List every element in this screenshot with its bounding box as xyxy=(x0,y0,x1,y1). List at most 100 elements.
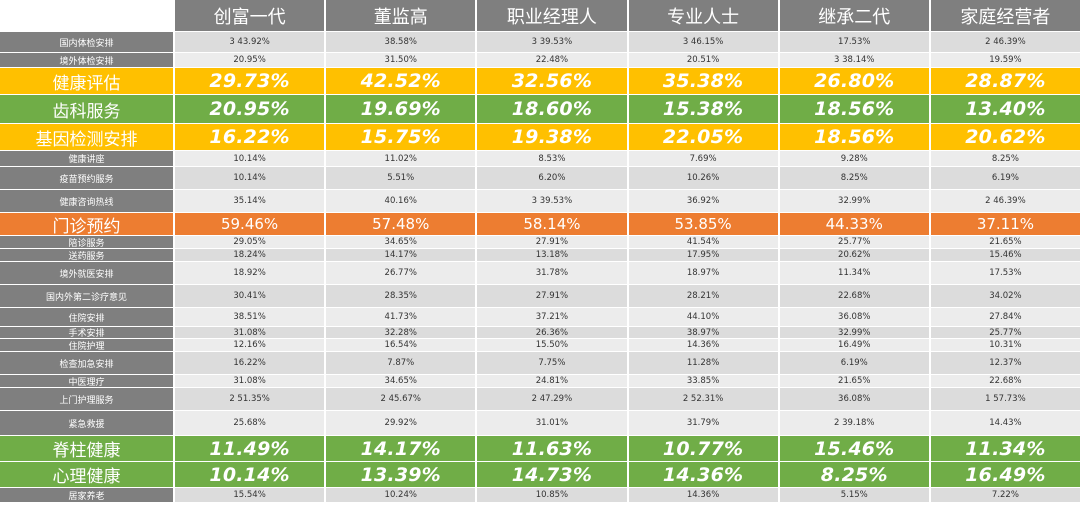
table-cell-highlight: 14.17% xyxy=(326,436,476,461)
table-cell-highlight: 20.95% xyxy=(175,95,325,123)
table-cell: 17.53% xyxy=(779,32,929,52)
column-header: 创富一代 xyxy=(175,0,325,31)
table-cell: 7.22% xyxy=(930,488,1080,502)
table-cell: 2 47.29% xyxy=(477,388,627,410)
table-cell: 18.92% xyxy=(175,262,325,284)
table-cell: 26.77% xyxy=(326,262,476,284)
header-corner xyxy=(0,0,173,31)
table-cell: 10.26% xyxy=(628,167,778,189)
table-cell-highlight: 14.36% xyxy=(628,462,778,487)
table-cell: 16.22% xyxy=(175,352,325,374)
row-label: 健康咨询热线 xyxy=(0,190,173,212)
table-cell: 20.95% xyxy=(175,53,325,67)
table-cell-highlight: 59.46% xyxy=(175,213,325,235)
table-cell-highlight: 37.11% xyxy=(930,213,1080,235)
table-cell: 2 45.67% xyxy=(326,388,476,410)
table-cell-highlight: 11.63% xyxy=(477,436,627,461)
column-header: 家庭经营者 xyxy=(930,0,1080,31)
table-cell: 2 51.35% xyxy=(175,388,325,410)
table-cell: 17.95% xyxy=(628,249,778,261)
table-cell: 31.01% xyxy=(477,411,627,435)
table-cell: 7.75% xyxy=(477,352,627,374)
table-cell: 28.21% xyxy=(628,285,778,307)
table-cell: 14.17% xyxy=(326,249,476,261)
table-cell: 13.18% xyxy=(477,249,627,261)
table-cell: 10.24% xyxy=(326,488,476,502)
row-label: 住院安排 xyxy=(0,308,173,326)
table-cell: 3 39.53% xyxy=(477,190,627,212)
table-cell: 2 46.39% xyxy=(930,32,1080,52)
table-cell: 29.92% xyxy=(326,411,476,435)
table-cell: 21.65% xyxy=(779,375,929,387)
row-label: 检查加急安排 xyxy=(0,352,173,374)
table-cell: 27.84% xyxy=(930,308,1080,326)
table-cell: 14.36% xyxy=(628,488,778,502)
row-label: 境外体检安排 xyxy=(0,53,173,67)
table-cell: 38.58% xyxy=(326,32,476,52)
column-header: 专业人士 xyxy=(628,0,778,31)
table-cell: 22.48% xyxy=(477,53,627,67)
table-cell: 31.50% xyxy=(326,53,476,67)
table-cell: 19.59% xyxy=(930,53,1080,67)
table-cell: 7.87% xyxy=(326,352,476,374)
table-cell: 5.15% xyxy=(779,488,929,502)
table-cell-highlight: 8.25% xyxy=(779,462,929,487)
table-cell: 31.78% xyxy=(477,262,627,284)
table-cell-highlight: 26.80% xyxy=(779,68,929,94)
row-label: 健康讲座 xyxy=(0,151,173,166)
table-cell: 10.14% xyxy=(175,167,325,189)
table-cell-highlight: 18.60% xyxy=(477,95,627,123)
table-cell: 28.35% xyxy=(326,285,476,307)
table-cell: 34.02% xyxy=(930,285,1080,307)
table-cell-highlight: 14.73% xyxy=(477,462,627,487)
table-cell-highlight: 53.85% xyxy=(628,213,778,235)
table-cell-highlight: 18.56% xyxy=(779,95,929,123)
table-cell: 37.21% xyxy=(477,308,627,326)
table-cell: 11.02% xyxy=(326,151,476,166)
table-cell-highlight: 13.40% xyxy=(930,95,1080,123)
table-cell-highlight: 13.39% xyxy=(326,462,476,487)
row-label: 疫苗预约服务 xyxy=(0,167,173,189)
row-label: 手术安排 xyxy=(0,327,173,338)
table-cell: 34.65% xyxy=(326,375,476,387)
table-cell: 2 52.31% xyxy=(628,388,778,410)
row-label: 陪诊服务 xyxy=(0,236,173,248)
table-cell-highlight: 57.48% xyxy=(326,213,476,235)
table-cell-highlight: 16.49% xyxy=(930,462,1080,487)
row-label: 居家养老 xyxy=(0,488,173,502)
table-cell: 22.68% xyxy=(930,375,1080,387)
table-cell: 32.99% xyxy=(779,327,929,338)
table-cell: 3 39.53% xyxy=(477,32,627,52)
table-cell-highlight: 44.33% xyxy=(779,213,929,235)
table-cell: 14.43% xyxy=(930,411,1080,435)
table-cell-highlight: 11.49% xyxy=(175,436,325,461)
table-cell: 31.79% xyxy=(628,411,778,435)
table-cell-highlight: 20.62% xyxy=(930,124,1080,150)
table-cell: 41.54% xyxy=(628,236,778,248)
row-label: 国内体检安排 xyxy=(0,32,173,52)
table-cell: 15.46% xyxy=(930,249,1080,261)
table-cell: 12.37% xyxy=(930,352,1080,374)
table-cell: 25.77% xyxy=(779,236,929,248)
table-cell-highlight: 15.46% xyxy=(779,436,929,461)
table-cell: 41.73% xyxy=(326,308,476,326)
row-label: 境外就医安排 xyxy=(0,262,173,284)
table-cell: 8.25% xyxy=(779,167,929,189)
table-cell-highlight: 42.52% xyxy=(326,68,476,94)
table-cell: 36.08% xyxy=(779,308,929,326)
table-cell: 25.68% xyxy=(175,411,325,435)
column-header: 董监高 xyxy=(326,0,476,31)
table-cell: 17.53% xyxy=(930,262,1080,284)
table-cell: 40.16% xyxy=(326,190,476,212)
table-cell: 10.85% xyxy=(477,488,627,502)
table-cell-highlight: 32.56% xyxy=(477,68,627,94)
table-cell: 31.08% xyxy=(175,327,325,338)
comparison-table: 创富一代 董监高 职业经理人 专业人士 继承二代 家庭经营者 国内体检安排 3 43.92% 3… xyxy=(0,0,1080,502)
table-cell: 18.97% xyxy=(628,262,778,284)
table-cell: 16.49% xyxy=(779,339,929,351)
row-label-highlight: 脊柱健康 xyxy=(0,436,173,461)
table-cell-highlight: 35.38% xyxy=(628,68,778,94)
row-label-highlight: 门诊预约 xyxy=(0,213,173,235)
row-label: 住院护理 xyxy=(0,339,173,351)
row-label-highlight: 心理健康 xyxy=(0,462,173,487)
